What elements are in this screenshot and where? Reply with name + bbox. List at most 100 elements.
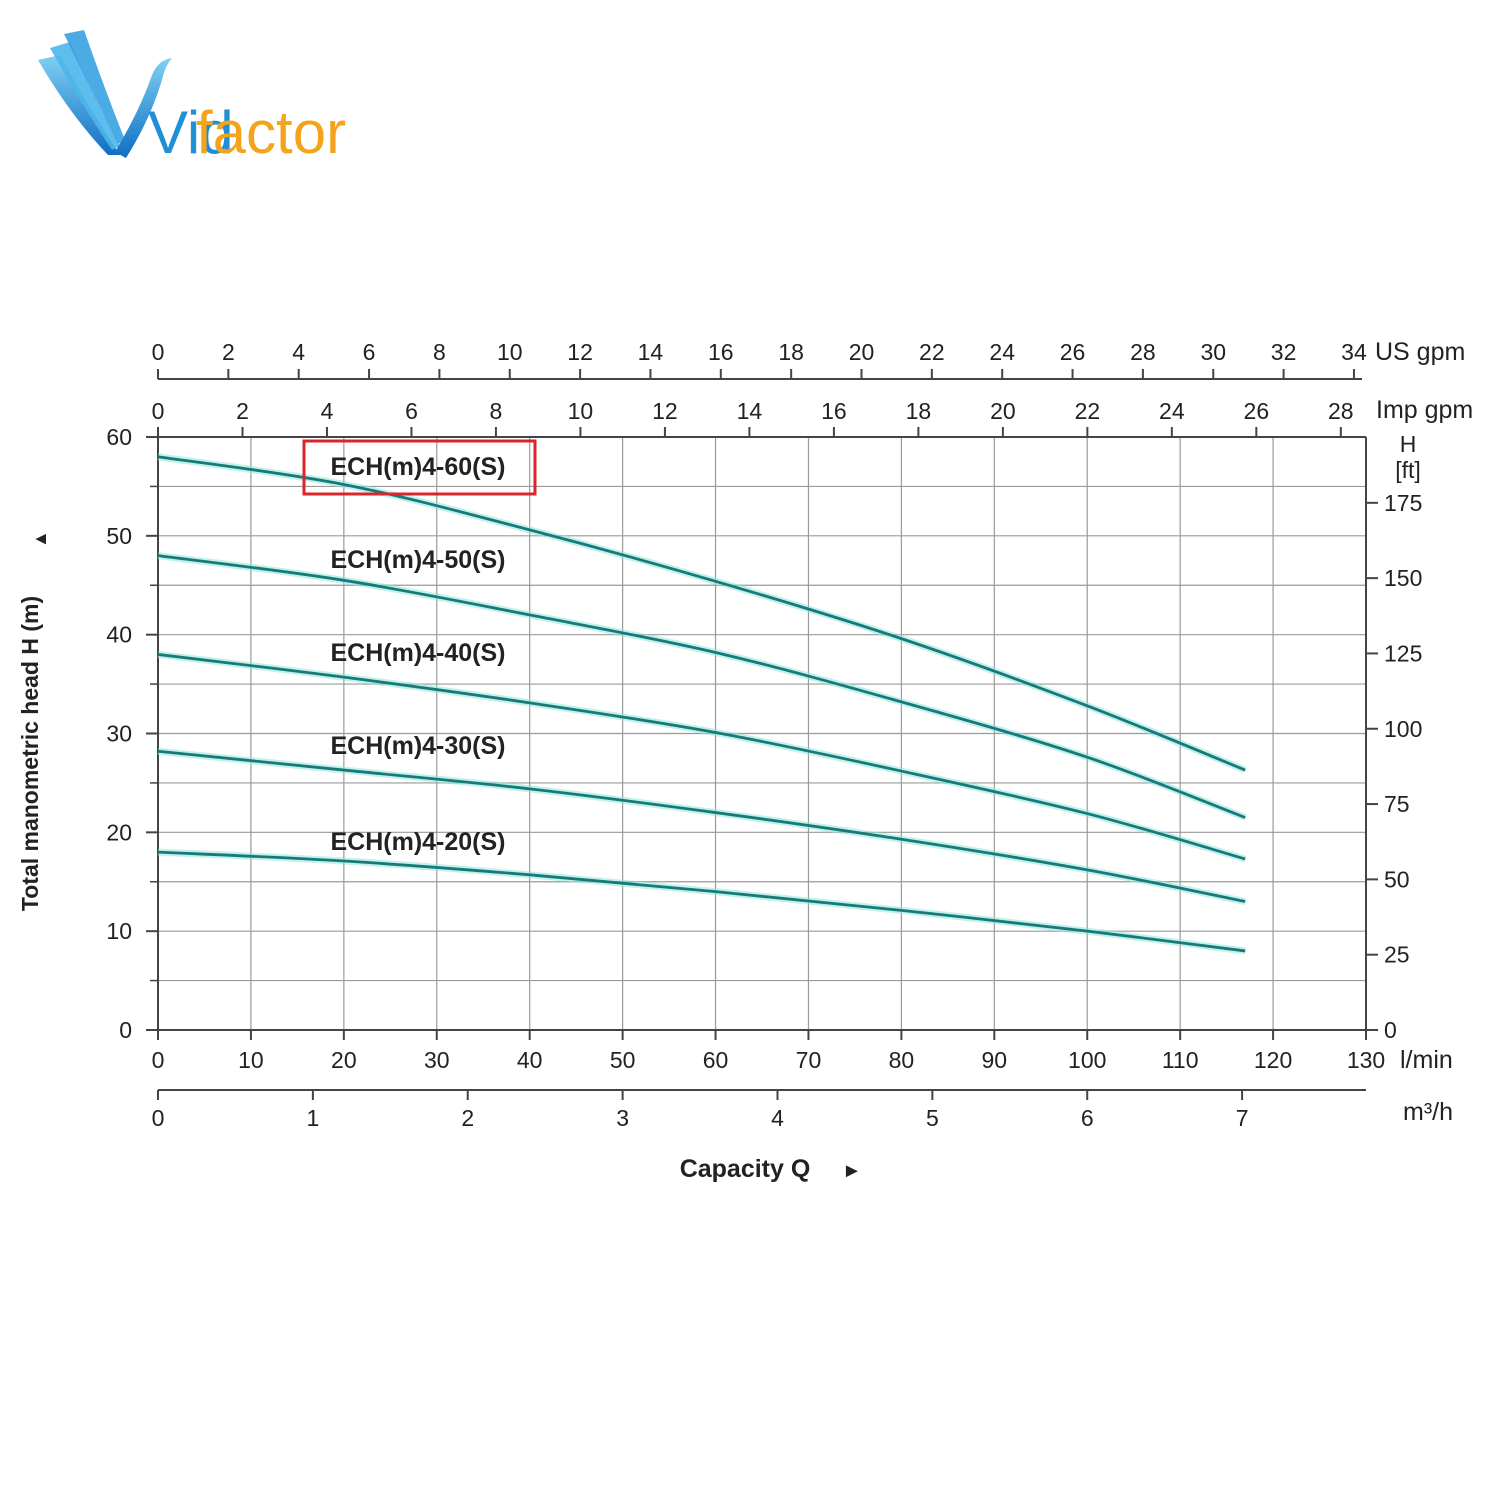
usgpm-tick-label: 32 <box>1271 339 1297 365</box>
y-tick-label: 10 <box>106 918 132 944</box>
impgpm-tick-label: 24 <box>1159 398 1185 424</box>
right-axis-title-h: H <box>1400 431 1417 457</box>
x-tick-label-lmin: 80 <box>889 1047 915 1073</box>
usgpm-tick-label: 20 <box>849 339 875 365</box>
x-tick-label-lmin: 30 <box>424 1047 450 1073</box>
series-line <box>157 554 1246 819</box>
x-unit-lmin: l/min <box>1400 1046 1453 1074</box>
series-label: ECH(m)4-40(S) <box>330 639 505 667</box>
x-tick-label-lmin: 100 <box>1068 1047 1106 1073</box>
usgpm-tick-label: 34 <box>1341 339 1367 365</box>
usgpm-tick-label: 4 <box>292 339 305 365</box>
usgpm-tick-label: 10 <box>497 339 523 365</box>
y-tick-label: 50 <box>106 523 132 549</box>
x-tick-label-lmin: 0 <box>152 1047 165 1073</box>
usgpm-tick-label: 28 <box>1130 339 1156 365</box>
series-lines <box>157 453 1247 955</box>
m3h-tick-label: 6 <box>1081 1105 1094 1131</box>
ft-tick-label: 75 <box>1384 791 1410 817</box>
m3h-tick-label: 5 <box>926 1105 939 1131</box>
y-tick-label: 20 <box>106 819 132 845</box>
m3h-tick-label: 1 <box>306 1105 319 1131</box>
ft-tick-label: 150 <box>1384 565 1422 591</box>
usgpm-tick-label: 2 <box>222 339 235 365</box>
y-tick-label: 40 <box>106 622 132 648</box>
impgpm-tick-label: 16 <box>821 398 847 424</box>
x-tick-label-lmin: 60 <box>703 1047 729 1073</box>
series-glow <box>157 747 1246 905</box>
x-tick-label-lmin: 70 <box>796 1047 822 1073</box>
usgpm-tick-label: 14 <box>638 339 664 365</box>
impgpm-tick-label: 12 <box>652 398 678 424</box>
usgpm-tick-label: 26 <box>1060 339 1086 365</box>
series-line <box>157 455 1246 772</box>
impgpm-tick-label: 20 <box>990 398 1016 424</box>
impgpm-tick-label: 10 <box>568 398 594 424</box>
impgpm-tick-label: 8 <box>490 398 503 424</box>
y-tick-label: 30 <box>106 721 132 747</box>
m3h-tick-label: 7 <box>1236 1105 1249 1131</box>
top-unit-usgpm: US gpm <box>1375 338 1465 366</box>
series-label: ECH(m)4-60(S) <box>330 453 505 481</box>
y-axis-title: Total manometric head H (m) <box>17 596 43 911</box>
y-tick-label: 60 <box>106 424 132 450</box>
y-axis-arrow: ▲ <box>30 530 50 548</box>
x-tick-label-lmin: 110 <box>1162 1047 1199 1073</box>
series-line <box>157 653 1246 861</box>
usgpm-tick-label: 24 <box>989 339 1015 365</box>
ft-tick-label: 0 <box>1384 1017 1397 1043</box>
usgpm-tick-label: 16 <box>708 339 734 365</box>
impgpm-tick-label: 26 <box>1244 398 1270 424</box>
ft-tick-label: 125 <box>1384 640 1422 666</box>
series-line <box>157 749 1246 903</box>
x-unit-m3h: m³/h <box>1403 1098 1453 1126</box>
impgpm-tick-label: 0 <box>152 398 165 424</box>
series-labels: ECH(m)4-60(S) ECH(m)4-50(S) ECH(m)4-40(S) E… <box>302 439 537 856</box>
series-line <box>157 850 1246 953</box>
series-highlight-box <box>302 439 537 496</box>
series-label: ECH(m)4-50(S) <box>330 546 505 574</box>
top-unit-impgpm: Imp gpm <box>1376 396 1473 424</box>
x-tick-label-lmin: 10 <box>238 1047 264 1073</box>
x-tick-label-lmin: 50 <box>610 1047 636 1073</box>
usgpm-tick-label: 8 <box>433 339 446 365</box>
impgpm-tick-label: 18 <box>906 398 932 424</box>
m3h-tick-label: 3 <box>616 1105 629 1131</box>
right-axis-title-unit: [ft] <box>1395 457 1421 483</box>
impgpm-tick-label: 28 <box>1328 398 1354 424</box>
impgpm-tick-label: 22 <box>1075 398 1101 424</box>
x-axis-title: Capacity Q <box>680 1155 811 1183</box>
vidfactor-logo: Vid factor <box>38 30 346 166</box>
usgpm-tick-label: 0 <box>152 339 165 365</box>
x-axis-arrow: ► <box>842 1160 862 1182</box>
series-label: ECH(m)4-30(S) <box>330 732 505 760</box>
impgpm-tick-label: 14 <box>737 398 763 424</box>
ft-tick-label: 175 <box>1384 490 1422 516</box>
usgpm-tick-label: 22 <box>919 339 945 365</box>
m3h-tick-label: 4 <box>771 1105 784 1131</box>
x-tick-label-lmin: 130 <box>1347 1047 1385 1073</box>
ft-tick-label: 50 <box>1384 866 1410 892</box>
x-tick-label-lmin: 20 <box>331 1047 357 1073</box>
logo-text-factor: factor <box>196 99 346 166</box>
usgpm-tick-label: 6 <box>363 339 376 365</box>
impgpm-tick-label: 4 <box>321 398 334 424</box>
y-tick-label: 0 <box>119 1017 132 1043</box>
m3h-tick-label: 0 <box>152 1105 165 1131</box>
series-glow <box>157 453 1247 774</box>
series-label: ECH(m)4-20(S) <box>330 828 505 856</box>
x-tick-label-lmin: 120 <box>1254 1047 1292 1073</box>
ft-tick-label: 25 <box>1384 942 1410 968</box>
m3h-tick-label: 2 <box>461 1105 474 1131</box>
logo-feather-mark <box>38 30 172 158</box>
usgpm-tick-label: 30 <box>1200 339 1226 365</box>
usgpm-tick-label: 12 <box>567 339 593 365</box>
usgpm-tick-label: 18 <box>778 339 804 365</box>
x-tick-label-lmin: 40 <box>517 1047 543 1073</box>
ft-tick-label: 100 <box>1384 716 1422 742</box>
impgpm-tick-label: 2 <box>236 398 249 424</box>
series-glow <box>157 552 1247 821</box>
impgpm-tick-label: 6 <box>405 398 418 424</box>
